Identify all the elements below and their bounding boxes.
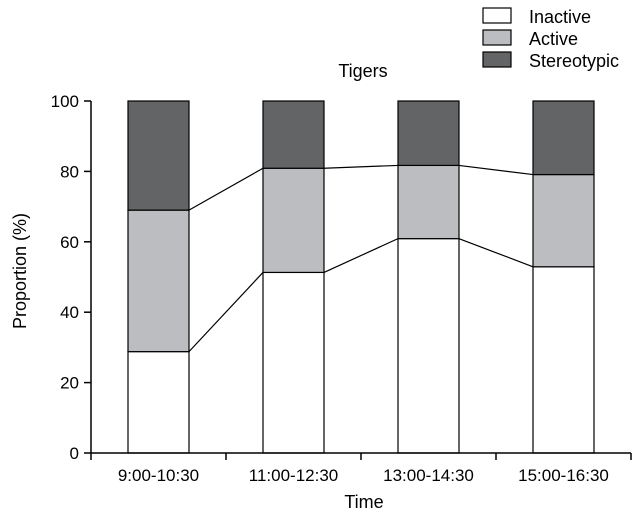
bar-segment-stereotypic-1 xyxy=(127,100,190,211)
legend-swatch-stereotypic xyxy=(482,51,512,68)
bars-layer xyxy=(127,100,595,454)
connector-line-inactive-1 xyxy=(188,272,264,353)
connector-line-active-3 xyxy=(458,164,534,176)
y-tick-label-60: 60 xyxy=(60,233,79,252)
x-tick-label-4: 15:00-16:30 xyxy=(518,466,609,485)
x-tick-label-1: 9:00-10:30 xyxy=(118,466,199,485)
x-tick-label-3: 13:00-14:30 xyxy=(383,466,474,485)
bar-segment-stereotypic-2 xyxy=(262,100,325,169)
y-tick-label-20: 20 xyxy=(60,374,79,393)
connector-line-inactive-2 xyxy=(323,238,399,273)
legend-label-inactive: Inactive xyxy=(529,7,591,27)
bar-segment-inactive-1 xyxy=(127,351,190,454)
connector-line-inactive-3 xyxy=(458,238,534,268)
y-axis-title: Proportion (%) xyxy=(10,213,30,329)
legend-swatch-inactive xyxy=(482,7,512,24)
bar-segment-active-1 xyxy=(127,209,190,353)
bar-segment-inactive-4 xyxy=(532,266,595,454)
y-tick-label-80: 80 xyxy=(60,162,79,181)
bar-segment-inactive-3 xyxy=(397,238,460,454)
connector-line-active-2 xyxy=(323,164,399,169)
bar-segment-inactive-2 xyxy=(262,271,325,454)
legend-label-stereotypic: Stereotypic xyxy=(529,51,619,71)
legend-swatch-active xyxy=(482,29,512,46)
chart-title: Tigers xyxy=(338,61,387,81)
bar-segment-stereotypic-4 xyxy=(532,100,595,176)
bar-segment-active-2 xyxy=(262,167,325,274)
bar-segment-active-4 xyxy=(532,173,595,268)
x-tick-label-2: 11:00-12:30 xyxy=(249,466,338,485)
legend-label-active: Active xyxy=(529,29,578,49)
y-tick-label-0: 0 xyxy=(70,444,79,463)
x-axis-title: Time xyxy=(344,492,383,512)
bar-segment-active-3 xyxy=(397,164,460,240)
bar-segment-stereotypic-3 xyxy=(397,100,460,167)
axes: 0 20 40 60 80 100 9:00-10:30 11:00-12:30 13:00-1… xyxy=(51,92,632,485)
y-tick-label-100: 100 xyxy=(51,92,79,111)
y-tick-label-40: 40 xyxy=(60,303,79,322)
connector-lines xyxy=(188,164,534,353)
connector-line-active-1 xyxy=(188,167,264,211)
